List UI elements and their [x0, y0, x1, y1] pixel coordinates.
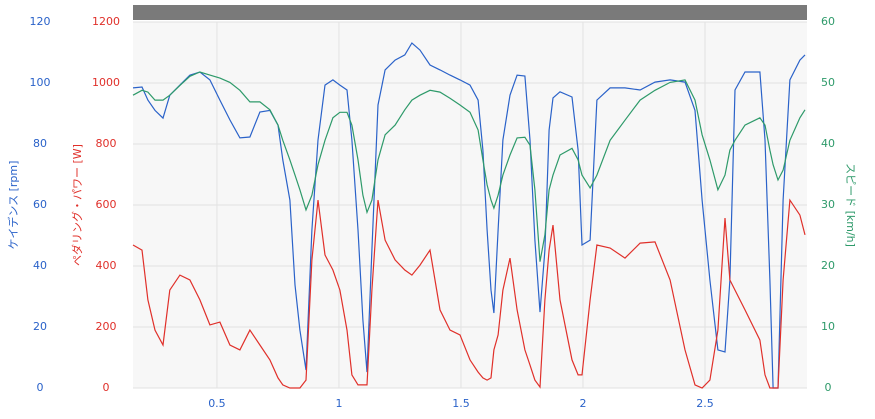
y3-tick-label: 0 [825, 381, 832, 394]
y2-tick-label: 0 [103, 381, 110, 394]
y2-tick-label: 200 [96, 320, 117, 333]
y2-tick-label: 800 [96, 137, 117, 150]
y3-tick-label: 40 [821, 137, 835, 150]
y3-tick-label: 60 [821, 15, 835, 28]
y2-tick-label: 400 [96, 259, 117, 272]
y-tick-label: 60 [33, 198, 47, 211]
series-line [132, 198, 806, 389]
y3-tick-label: 30 [821, 198, 835, 211]
y-tick-label: 120 [30, 15, 51, 28]
y-tick-label: 100 [30, 76, 51, 89]
x-tick-label: 1.5 [452, 397, 470, 410]
series-line [132, 71, 806, 262]
y3-tick-label: 20 [821, 259, 835, 272]
y-axis-label: ケイデンス [rpm] [6, 161, 20, 250]
y-tick-label: 40 [33, 259, 47, 272]
y-tick-label: 80 [33, 137, 47, 150]
x-tick-label: 0.5 [208, 397, 226, 410]
y3-axis-label: スピード [km/h] [844, 163, 857, 247]
y3-tick-label: 50 [821, 76, 835, 89]
range-bar [133, 5, 807, 20]
x-tick-label: 2 [579, 397, 586, 410]
y-tick-label: 20 [33, 320, 47, 333]
y2-tick-label: 600 [96, 198, 117, 211]
y2-tick-label: 1200 [92, 15, 120, 28]
x-tick-label: 2.5 [696, 397, 714, 410]
series-line [132, 42, 806, 389]
y3-tick-label: 10 [821, 320, 835, 333]
y2-axis-label: ペダリング・パワー [W] [70, 144, 84, 266]
y-tick-label: 0 [37, 381, 44, 394]
x-tick-label: 1 [335, 397, 342, 410]
y2-tick-label: 1000 [92, 76, 120, 89]
